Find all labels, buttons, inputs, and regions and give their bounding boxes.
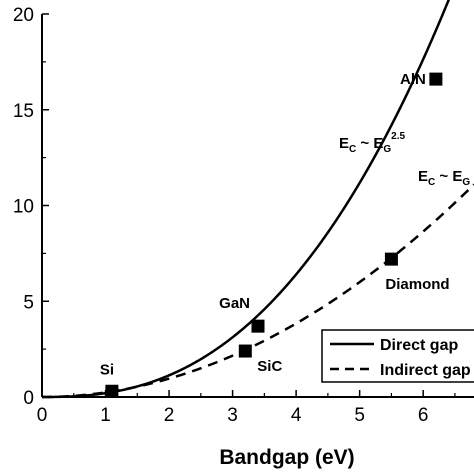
y-tick-label: 0 [23,388,34,409]
y-tick-label: 5 [23,292,34,313]
legend-label-direct: Direct gap [380,337,458,354]
x-tick-label: 3 [227,405,238,426]
point-label-si: Si [100,361,114,378]
point-label-sic: SiC [257,358,282,375]
axes-layer: 0 1 2 3 4 5 6 0 5 10 15 20 [13,5,474,426]
y-tick-label: 10 [13,197,34,218]
x-tick-label: 6 [418,405,429,426]
point-sic [238,344,252,358]
y-tick-label: 20 [13,5,34,26]
point-gan [251,319,265,333]
annotation-indirect: EC ~ EG [418,168,470,188]
point-si [105,384,119,398]
legend-box [321,329,474,383]
point-label-aln: AlN [400,71,426,88]
y-tick-label: 15 [13,101,34,122]
x-tick-label: 0 [37,405,48,426]
point-label-diamond: Diamond [385,276,449,293]
x-tick-label: 1 [100,405,111,426]
point-diamond [384,252,398,266]
points-layer: Si GaN SiC AlN Diamond [100,71,450,398]
annotation-direct: EC ~ EG2.5 [339,131,405,155]
point-aln [429,72,443,86]
point-label-gan: GaN [219,295,250,312]
x-tick-label: 4 [291,405,302,426]
legend-label-indirect: Indirect gap [380,362,471,379]
x-tick-label: 5 [354,405,365,426]
x-axis-label: Bandgap (eV) [219,446,354,469]
x-tick-label: 2 [164,405,175,426]
legend: Direct gap Indirect gap [321,329,474,383]
